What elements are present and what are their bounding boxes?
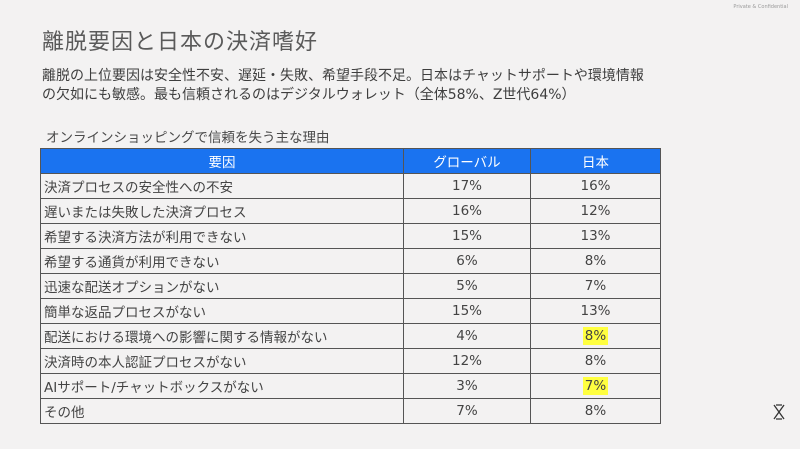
cell-reason: 迅速な配送オプションがない (40, 273, 404, 299)
header-japan: 日本 (530, 148, 661, 174)
header-reason: 要因 (40, 148, 404, 174)
cell-global: 12% (403, 348, 531, 374)
cell-japan: 8% (530, 323, 661, 349)
x-logo-icon (773, 404, 785, 420)
cell-reason: 配送における環境への影響に関する情報がない (40, 323, 404, 349)
table-row: 希望する決済方法が利用できない 15% 13% (40, 223, 661, 249)
table-row: 決済プロセスの安全性への不安 17% 16% (40, 173, 661, 199)
cell-global: 7% (403, 398, 531, 424)
table-row: 決済時の本人認証プロセスがない 12% 8% (40, 348, 661, 374)
table-row: 迅速な配送オプションがない 5% 7% (40, 273, 661, 299)
highlighted-value: 8% (582, 327, 609, 345)
cell-reason: 希望する決済方法が利用できない (40, 223, 404, 249)
cell-japan: 8% (530, 248, 661, 274)
cell-global: 3% (403, 373, 531, 399)
cell-reason: 決済時の本人認証プロセスがない (40, 348, 404, 374)
reasons-table: 要因 グローバル 日本 決済プロセスの安全性への不安 17% 16% 遅いまたは失敗し… (40, 148, 661, 424)
cell-global: 4% (403, 323, 531, 349)
table-row: 簡単な返品プロセスがない 15% 13% (40, 298, 661, 324)
cell-global: 17% (403, 173, 531, 199)
table-row: その他 7% 8% (40, 398, 661, 424)
table-header-row: 要因 グローバル 日本 (40, 148, 661, 174)
cell-reason: 簡単な返品プロセスがない (40, 298, 404, 324)
cell-global: 5% (403, 273, 531, 299)
cell-reason: その他 (40, 398, 404, 424)
table-row: 希望する通貨が利用できない 6% 8% (40, 248, 661, 274)
header-global: グローバル (403, 148, 531, 174)
cell-japan: 16% (530, 173, 661, 199)
table-caption: オンラインショッピングで信頼を失う主な理由 (46, 130, 330, 146)
cell-japan: 8% (530, 348, 661, 374)
cell-reason: 遅いまたは失敗した決済プロセス (40, 198, 404, 224)
summary-line-1: 離脱の上位要因は安全性不安、遅延・失敗、希望手段不足。日本はチャットサポートや環… (42, 68, 644, 84)
cell-japan: 8% (530, 398, 661, 424)
table-row: AIサポート/チャットボックスがない 3% 7% (40, 373, 661, 399)
cell-japan: 12% (530, 198, 661, 224)
summary-text: 離脱の上位要因は安全性不安、遅延・失敗、希望手段不足。日本はチャットサポートや環… (42, 67, 782, 105)
table-row: 遅いまたは失敗した決済プロセス 16% 12% (40, 198, 661, 224)
cell-japan: 13% (530, 298, 661, 324)
cell-reason: AIサポート/チャットボックスがない (40, 373, 404, 399)
cell-global: 15% (403, 298, 531, 324)
cell-japan: 7% (530, 373, 661, 399)
slide-title: 離脱要因と日本の決済嗜好 (42, 30, 319, 55)
cell-global: 16% (403, 198, 531, 224)
cell-global: 15% (403, 223, 531, 249)
table-row: 配送における環境への影響に関する情報がない 4% 8% (40, 323, 661, 349)
cell-japan: 7% (530, 273, 661, 299)
cell-reason: 決済プロセスの安全性への不安 (40, 173, 404, 199)
highlighted-value: 7% (582, 377, 609, 395)
cell-japan: 13% (530, 223, 661, 249)
cell-global: 6% (403, 248, 531, 274)
cell-reason: 希望する通貨が利用できない (40, 248, 404, 274)
confidential-label: Private & Confidential (733, 4, 788, 10)
summary-line-2: の欠如にも敏感。最も信頼されるのはデジタルウォレット（全体58%、Z世代64%） (42, 87, 576, 103)
